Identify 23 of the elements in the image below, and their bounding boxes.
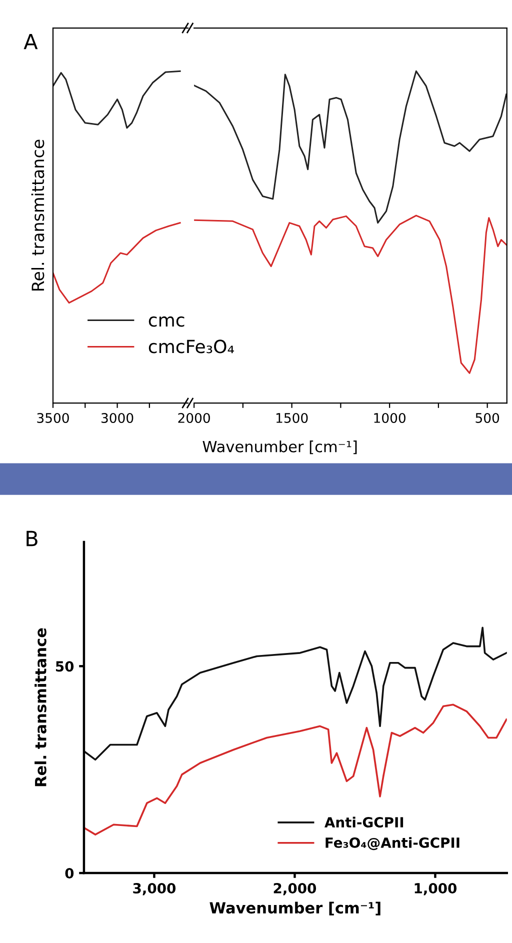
legend-label: Anti-GCPII (324, 816, 404, 828)
y-tick-label: 50 (56, 661, 74, 672)
chart-title: A (24, 34, 38, 50)
x-tick-label: 1000 (374, 412, 406, 423)
y-tick-label: 0 (65, 868, 74, 879)
x-tick-label: 1500 (276, 412, 308, 423)
legend-label: cmc (148, 316, 184, 327)
line-series (84, 626, 507, 761)
x-axis-title: Wavenumber [cm⁻¹] (202, 440, 357, 454)
y-axis-title: Rel. transmittance (34, 628, 46, 786)
x-tick-label: 3500 (37, 412, 69, 423)
x-tick-label: 3,000 (133, 882, 176, 896)
x-tick-label: 2000 (178, 412, 210, 423)
chart-title: B (26, 530, 38, 546)
legend-label: cmcFe₃O₄ (148, 340, 234, 354)
x-tick-label: 500 (476, 412, 500, 423)
x-tick-label: 1,000 (414, 882, 457, 896)
x-tick-label: 3000 (102, 412, 134, 423)
x-tick-label: 2,000 (274, 882, 316, 896)
x-axis-title: Wavenumber [cm⁻¹] (210, 902, 380, 916)
line-series (84, 704, 507, 836)
legend-label: Fe₃O₄@Anti-GCPII (326, 837, 460, 850)
y-axis-title: Rel. transmittance (31, 140, 44, 291)
